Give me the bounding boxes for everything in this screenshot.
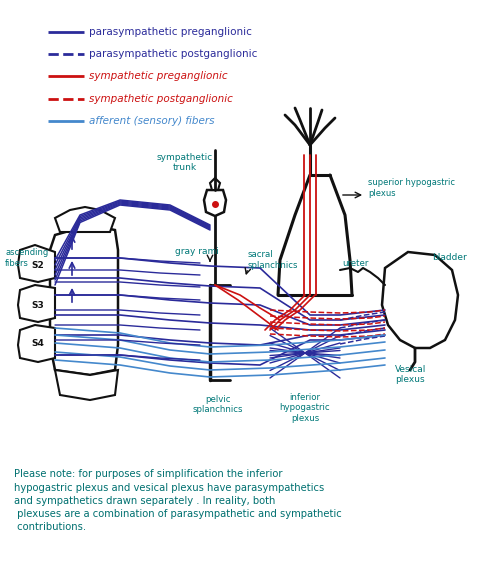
- Text: sympathetic preganglionic: sympathetic preganglionic: [89, 71, 228, 82]
- Polygon shape: [18, 325, 55, 362]
- Text: ascending
fibers: ascending fibers: [5, 248, 48, 268]
- Text: S4: S4: [32, 339, 45, 347]
- Polygon shape: [18, 285, 55, 322]
- Text: gray rami: gray rami: [175, 248, 219, 257]
- Text: S3: S3: [32, 300, 44, 310]
- Text: S2: S2: [32, 261, 44, 269]
- Text: superior hypogastric
plexus: superior hypogastric plexus: [368, 178, 455, 198]
- Text: bladder: bladder: [432, 254, 467, 262]
- Polygon shape: [50, 225, 118, 375]
- Text: sympathetic
trunk: sympathetic trunk: [157, 153, 213, 173]
- Text: parasympathetic preganglionic: parasympathetic preganglionic: [89, 27, 252, 37]
- Text: pelvic
splanchnics: pelvic splanchnics: [193, 395, 243, 415]
- Text: parasympathetic postganglionic: parasympathetic postganglionic: [89, 49, 257, 59]
- Text: inferior
hypogastric
plexus: inferior hypogastric plexus: [280, 393, 330, 423]
- Text: afferent (sensory) fibers: afferent (sensory) fibers: [89, 115, 214, 126]
- Text: sacral
splanchnics: sacral splanchnics: [248, 250, 299, 270]
- Text: sympathetic postganglionic: sympathetic postganglionic: [89, 93, 233, 104]
- Polygon shape: [210, 178, 220, 190]
- Text: Please note: for purposes of simplification the inferior
hypogastric plexus and : Please note: for purposes of simplificat…: [14, 469, 342, 532]
- Polygon shape: [55, 370, 118, 400]
- Polygon shape: [382, 252, 458, 348]
- Polygon shape: [204, 190, 226, 216]
- Text: Vesical
plexus: Vesical plexus: [395, 365, 426, 384]
- Polygon shape: [18, 245, 55, 282]
- Polygon shape: [55, 207, 115, 232]
- Text: ureter: ureter: [342, 258, 368, 268]
